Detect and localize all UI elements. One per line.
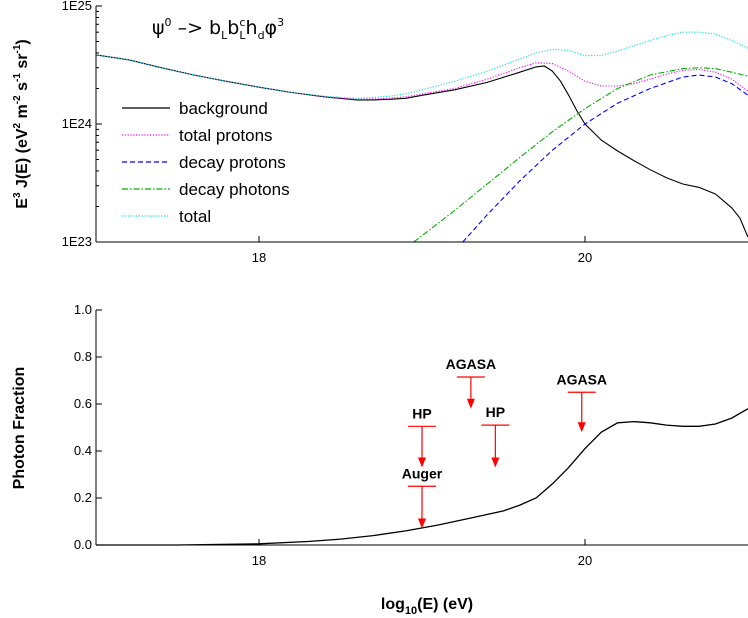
top-y-axis-label: E3 J(E) (eV2 m-2 s-1 sr-1)	[12, 39, 31, 208]
y-tick-label: 0.4	[74, 443, 92, 458]
limit-hp: HP	[481, 404, 510, 468]
chart-title-formula: ψ0 –> bLbc Lhdφ3	[152, 16, 284, 42]
limit-label: AGASA	[556, 371, 607, 387]
limit-agasa: AGASA	[556, 371, 607, 433]
top-panel: 1E23 1E24 1E25 18 20 E3 J(E) (eV2 m-2 s-1 sr…	[12, 0, 748, 265]
legend-label-decay-protons: decay protons	[179, 153, 286, 172]
y-tick-label: 0.0	[74, 537, 92, 552]
y-tick-label: 0.8	[74, 349, 92, 364]
top-plot-area	[96, 31, 748, 242]
legend-label-total: total	[179, 207, 211, 226]
y-tick-label: 1E24	[62, 116, 92, 131]
series-line-total-protons	[96, 54, 748, 100]
legend-label-total-protons: total protons	[179, 126, 273, 145]
limit-label: HP	[486, 404, 505, 420]
y-tick-label: 0.6	[74, 396, 92, 411]
limit-label: Auger	[402, 465, 443, 481]
x-tick-label: 20	[578, 553, 592, 568]
limit-auger: Auger	[402, 465, 443, 529]
x-axis-label: log10(E) (eV)	[381, 596, 473, 617]
x-tick-label: 18	[252, 250, 266, 265]
y-tick-label: 0.2	[74, 490, 92, 505]
legend-label-background: background	[179, 99, 268, 118]
y-tick-label: 1E25	[62, 0, 92, 13]
experiment-limits: HP Auger AGASA HP AGASA	[402, 356, 607, 529]
series-line-total	[96, 31, 748, 99]
limit-arrow-head	[466, 398, 475, 409]
y-tick-label: 1E23	[62, 234, 92, 249]
x-tick-label: 18	[252, 553, 266, 568]
top-axis-ticks: 1E23 1E24 1E25 18 20	[62, 0, 593, 265]
photon-fraction-line	[96, 408, 748, 546]
bottom-y-axis-label: Photon Fraction	[11, 367, 28, 490]
legend: background total protons decay protons deca…	[122, 99, 290, 226]
legend-label-decay-photons: decay photons	[179, 180, 290, 199]
limit-arrow-head	[577, 422, 586, 433]
limit-hp: HP	[408, 405, 436, 468]
limit-arrow-head	[418, 457, 426, 468]
limit-label: AGASA	[446, 356, 497, 372]
series-line-decay-protons	[462, 74, 748, 242]
bottom-plot-area	[96, 408, 748, 546]
y-tick-label: 1.0	[74, 302, 92, 317]
bottom-axis-ticks: 0.0 0.2 0.4 0.6 0.8 1.0 18 20	[74, 302, 592, 568]
limit-arrow-head	[418, 518, 426, 529]
limit-agasa: AGASA	[446, 356, 497, 409]
bottom-panel: 0.0 0.2 0.4 0.6 0.8 1.0 18 20 HP Auger AGASA HP AGA…	[11, 302, 748, 617]
x-tick-label: 20	[578, 250, 592, 265]
limit-label: HP	[412, 405, 431, 421]
series-line-decay-photons	[413, 67, 748, 242]
limit-arrow-head	[491, 457, 500, 468]
